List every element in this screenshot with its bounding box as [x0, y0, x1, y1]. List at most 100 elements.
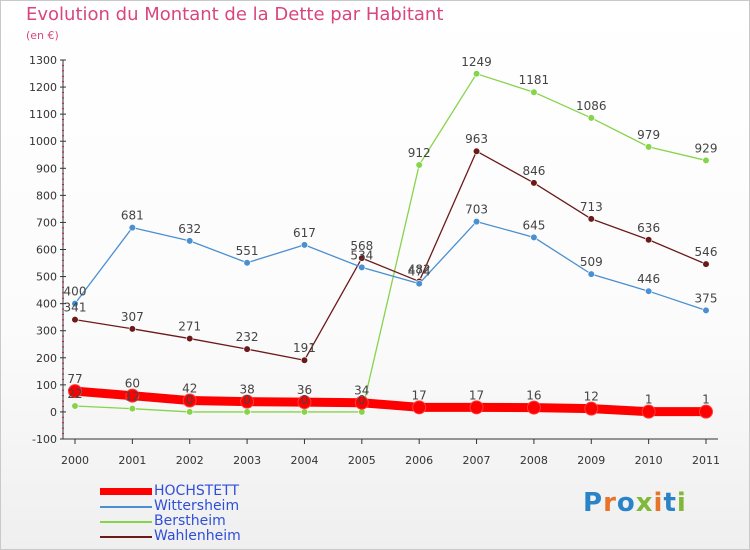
proxiti-logo: Proxiti: [583, 488, 687, 518]
data-label-berstheim: 1249: [461, 55, 492, 69]
x-tick-label: 2000: [61, 454, 89, 467]
data-point-wittersheim: [645, 287, 653, 295]
data-point-wahlenheim: [472, 147, 481, 155]
data-point-wahlenheim: [300, 356, 309, 364]
y-tick-label: 700: [36, 216, 57, 229]
x-tick-label: 2007: [463, 454, 491, 467]
data-point-hochstett: [526, 400, 541, 415]
data-point-wittersheim: [71, 300, 79, 308]
y-tick-label: 900: [36, 162, 57, 175]
data-point-wittersheim: [243, 259, 251, 267]
data-label-wittersheim: 617: [293, 226, 316, 240]
data-point-wahlenheim: [71, 316, 79, 324]
data-point-wahlenheim: [358, 254, 366, 262]
data-label-wittersheim: 551: [236, 244, 259, 258]
data-label-hochstett: 38: [239, 383, 254, 397]
y-tick-label: 1200: [29, 81, 57, 94]
data-label-wahlenheim: 713: [580, 200, 603, 214]
series-line-berstheim: [74, 73, 707, 413]
data-point-hochstett: [354, 395, 369, 410]
data-label-wittersheim: 632: [178, 222, 201, 236]
data-label-wittersheim: 645: [522, 218, 545, 232]
data-label-wahlenheim: 546: [695, 245, 718, 259]
data-point-wittersheim: [186, 237, 194, 245]
legend-label: Wittersheim: [154, 498, 240, 514]
data-label-wahlenheim: 191: [293, 341, 316, 355]
logo-letter: t: [663, 488, 677, 518]
data-label-hochstett: 60: [125, 377, 140, 391]
data-point-hochstett: [641, 404, 656, 419]
logo-letter: i: [676, 488, 687, 518]
data-label-berstheim: 1086: [576, 99, 607, 113]
x-tick-label: 2010: [635, 454, 663, 467]
legend-label: Wahlenheim: [154, 528, 241, 544]
data-point-wittersheim: [702, 306, 710, 315]
data-point-berstheim: [415, 161, 423, 169]
data-point-berstheim: [128, 405, 136, 413]
data-point-hochstett: [584, 401, 599, 416]
data-label-berstheim: 12: [125, 390, 140, 404]
data-label-wittersheim: 509: [580, 255, 603, 269]
y-tick-label: 800: [36, 189, 57, 202]
data-label-hochstett: 77: [67, 372, 82, 386]
x-tick-label: 2003: [233, 454, 261, 467]
data-point-berstheim: [472, 70, 481, 78]
legend-label: HOCHSTETT: [154, 483, 239, 499]
data-label-hochstett: 12: [584, 390, 599, 404]
data-label-berstheim: 1181: [519, 73, 550, 87]
data-label-hochstett: 1: [645, 393, 653, 407]
data-label-hochstett: 17: [469, 388, 484, 402]
chart-title: Evolution du Montant de la Dette par Hab…: [26, 4, 444, 25]
data-label-wittersheim: 681: [121, 209, 144, 223]
series-line-wahlenheim: [74, 150, 707, 361]
logo-letter: x: [635, 488, 654, 518]
logo-letter: P: [583, 488, 604, 518]
data-label-wittersheim: 703: [465, 203, 488, 217]
y-tick-label: 0: [50, 406, 57, 419]
chart-subtitle: (en €): [26, 29, 59, 42]
series-line-wittersheim: [74, 220, 707, 312]
data-point-hochstett: [412, 400, 427, 415]
x-tick-label: 2008: [520, 454, 548, 467]
data-point-berstheim: [300, 408, 309, 416]
data-label-hochstett: 36: [297, 383, 312, 397]
legend-swatch: [100, 506, 152, 508]
data-label-wahlenheim: 636: [637, 221, 660, 235]
data-point-wahlenheim: [645, 236, 653, 244]
data-point-wittersheim: [530, 233, 538, 241]
data-label-berstheim: 22: [67, 387, 82, 401]
data-point-berstheim: [186, 408, 194, 416]
data-label-hochstett: 42: [182, 382, 197, 396]
logo-letter: i: [653, 488, 664, 518]
logo-letter: o: [616, 488, 636, 518]
x-tick-label: 2009: [577, 454, 605, 467]
data-point-hochstett: [125, 388, 140, 403]
data-point-hochstett: [469, 400, 484, 415]
y-tick-label: 1000: [29, 135, 57, 148]
data-label-berstheim: 912: [408, 146, 431, 160]
data-label-wittersheim: 474: [408, 265, 431, 279]
data-label-berstheim: 0: [358, 393, 366, 407]
data-point-berstheim: [645, 143, 653, 151]
data-point-hochstett: [68, 384, 82, 399]
y-tick-label: 400: [36, 298, 57, 311]
data-point-berstheim: [702, 156, 710, 165]
x-tick-label: 2004: [290, 454, 318, 467]
y-tick-label: 100: [36, 379, 57, 392]
data-point-wittersheim: [358, 263, 366, 271]
data-point-berstheim: [243, 408, 251, 416]
legend-swatch: [100, 521, 152, 523]
data-label-wittersheim: 446: [637, 272, 660, 286]
data-point-wittersheim: [587, 270, 595, 278]
data-label-wittersheim: 534: [350, 248, 373, 262]
data-label-hochstett: 1: [702, 393, 710, 407]
data-point-berstheim: [71, 402, 79, 410]
data-point-wittersheim: [472, 218, 481, 226]
data-point-wahlenheim: [186, 334, 194, 343]
legend-swatch: [100, 536, 152, 538]
data-point-wahlenheim: [702, 260, 710, 268]
data-label-berstheim: 929: [695, 141, 718, 155]
data-point-berstheim: [530, 88, 538, 96]
data-label-hochstett: 34: [354, 384, 369, 398]
